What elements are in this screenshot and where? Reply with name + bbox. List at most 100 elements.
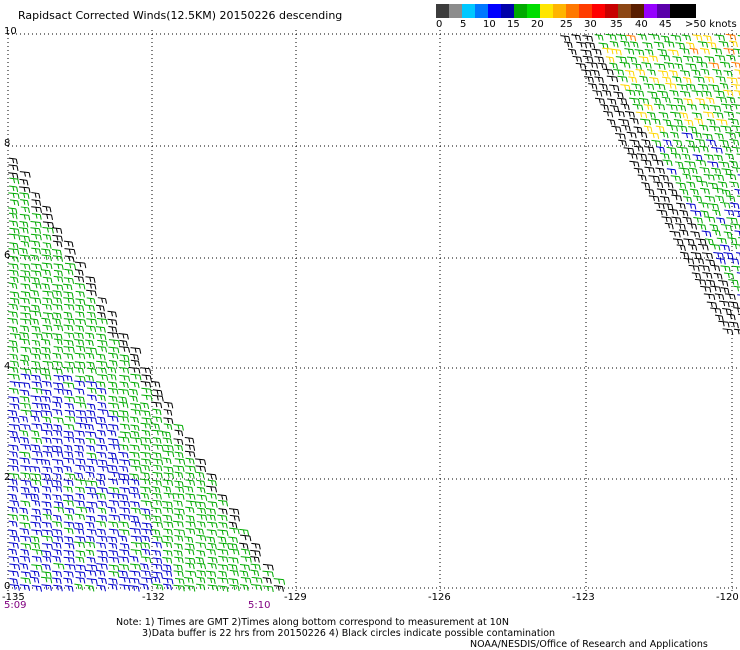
wind-barb	[107, 366, 117, 374]
wind-barb	[624, 111, 635, 118]
wind-barb	[52, 234, 63, 242]
wind-barb	[130, 478, 140, 486]
wind-barb	[42, 508, 52, 515]
wind-barb	[64, 409, 76, 417]
wind-barb	[20, 283, 31, 291]
wind-barb	[85, 325, 97, 332]
wind-barb	[728, 301, 739, 309]
wind-barb	[639, 75, 649, 83]
wind-barb	[30, 263, 43, 271]
wind-barb	[41, 254, 52, 262]
wind-barb	[118, 493, 129, 501]
wind-barb	[107, 452, 117, 459]
wind-barb	[723, 89, 734, 97]
wind-barb	[31, 304, 40, 312]
wind-barb	[218, 570, 228, 578]
wind-barb	[41, 437, 52, 444]
wind-barb	[141, 374, 152, 381]
wind-barb	[605, 33, 617, 41]
wind-barb	[707, 41, 717, 49]
wind-barb	[725, 173, 737, 181]
wind-barb	[683, 98, 693, 105]
wind-barb	[9, 255, 19, 263]
wind-barb	[724, 209, 735, 217]
wind-barb	[240, 556, 252, 563]
wind-barb	[633, 126, 643, 133]
wind-barb	[108, 487, 120, 494]
wind-barb	[691, 272, 702, 279]
wind-barb	[650, 118, 661, 125]
wind-barb	[228, 548, 240, 556]
wind-barb	[698, 265, 710, 272]
wind-barb	[737, 174, 740, 176]
wind-barb	[41, 416, 52, 424]
wind-barb	[152, 471, 163, 479]
speed-color-legend	[436, 4, 696, 18]
wind-barb	[52, 396, 63, 403]
wind-barb	[629, 139, 640, 147]
wind-barb	[185, 506, 195, 514]
wind-barb	[217, 548, 229, 556]
wind-barb	[648, 132, 660, 140]
wind-barb	[8, 212, 18, 220]
wind-barb	[74, 388, 85, 395]
wind-barb	[130, 347, 142, 354]
wind-barb	[647, 91, 658, 98]
wind-barb	[86, 528, 97, 536]
wind-barb	[205, 507, 216, 515]
wind-barb	[63, 353, 74, 360]
lon-label: -123	[572, 592, 595, 603]
wind-barb	[52, 555, 61, 563]
wind-barb	[590, 69, 600, 77]
wind-barb	[9, 360, 20, 368]
wind-barb	[97, 409, 109, 416]
wind-barb	[594, 97, 606, 105]
wind-barb	[107, 464, 118, 472]
wind-barb	[643, 83, 655, 90]
wind-barb	[96, 423, 108, 430]
wind-barb	[64, 416, 76, 423]
wind-barb	[53, 417, 64, 424]
wind-barb	[704, 154, 714, 161]
wind-barb	[727, 257, 740, 265]
wind-barb	[119, 423, 131, 431]
lat-label: 2	[4, 472, 11, 483]
note-line-2: 3)Data buffer is 22 hrs from 20150226 4)…	[142, 628, 556, 639]
wind-barb	[9, 291, 20, 298]
wind-barb	[173, 564, 183, 571]
wind-barb	[636, 153, 648, 160]
wind-barb	[75, 325, 85, 332]
wind-barb	[689, 47, 699, 55]
wind-barb	[8, 346, 19, 353]
wind-barb	[207, 501, 218, 508]
wind-barb	[719, 244, 730, 252]
wind-barb	[653, 41, 665, 49]
wind-barb	[702, 133, 713, 141]
wind-barb	[63, 457, 75, 465]
wind-barb	[19, 192, 30, 199]
wind-barb	[96, 444, 108, 451]
wind-barb	[723, 272, 735, 280]
wind-barb	[41, 353, 51, 360]
wind-barb	[737, 97, 740, 99]
wind-barb	[708, 203, 720, 210]
wind-barb	[63, 436, 75, 444]
wind-barb	[85, 352, 95, 360]
wind-barb	[19, 247, 28, 255]
wind-barb	[712, 68, 722, 76]
wind-barb	[184, 436, 195, 444]
wind-barb	[658, 112, 669, 119]
wind-barb	[30, 240, 41, 248]
wind-barb	[638, 97, 650, 105]
wind-barb	[96, 584, 106, 592]
wind-barb	[729, 181, 740, 189]
wind-barb	[723, 252, 734, 259]
wind-barb	[705, 139, 717, 146]
wind-barb	[724, 293, 736, 300]
wind-barb	[42, 324, 53, 332]
wind-barb	[682, 173, 692, 181]
wind-barb	[31, 564, 43, 571]
wind-barb	[63, 318, 75, 325]
legend-swatch	[553, 4, 566, 18]
wind-barb	[63, 240, 74, 248]
